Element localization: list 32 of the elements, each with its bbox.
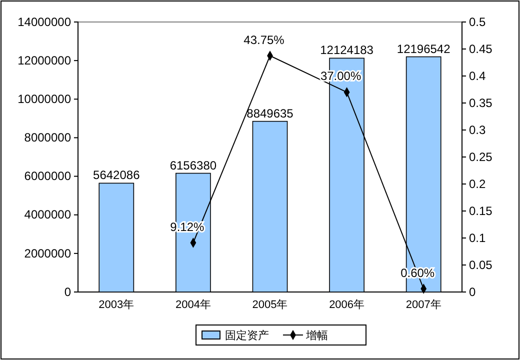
y-tick-label: 0 (64, 284, 72, 299)
y2-tick-label: 0.45 (469, 42, 493, 56)
y2-tick-label: 0.25 (469, 150, 493, 164)
data-label: 5642086 (93, 168, 140, 182)
data-label: 43.75% (244, 32, 285, 47)
legend-label: 固定资产 (225, 329, 269, 342)
y-tick-label: 8000000 (24, 130, 72, 145)
x-tick-label: 2003年 (98, 298, 134, 311)
y-tick-label: 10000000 (18, 92, 72, 106)
y-tick-label: 6000000 (24, 169, 72, 184)
data-label: 8849635 (246, 106, 294, 120)
y-tick-label: 2000000 (24, 246, 72, 260)
x-tick-label: 2005年 (252, 298, 288, 311)
y2-tick-label: 0.35 (469, 96, 493, 110)
data-label: 12196542 (396, 42, 451, 56)
x-tick-label: 2007年 (406, 298, 442, 311)
y2-tick-label: 0.5 (469, 14, 486, 29)
y2-tick-label: 0.4 (469, 68, 486, 83)
y-tick-label: 12000000 (18, 53, 72, 68)
y2-tick-label: 0.3 (469, 122, 486, 137)
legend-label: 增幅 (305, 330, 328, 342)
y2-tick-label: 0.05 (469, 258, 493, 272)
y-tick-label: 14000000 (18, 14, 72, 29)
y-tick-label: 4000000 (24, 208, 72, 222)
data-label: 6156380 (170, 158, 217, 172)
y2-tick-label: 0.15 (469, 204, 493, 218)
data-label: 12124183 (320, 43, 374, 58)
x-tick-label: 2006年 (329, 298, 365, 311)
x-tick-label: 2004年 (175, 298, 211, 311)
y2-tick-label: 0.2 (469, 176, 486, 191)
y2-tick-label: 0 (469, 284, 476, 299)
y2-tick-label: 0.1 (469, 230, 486, 245)
